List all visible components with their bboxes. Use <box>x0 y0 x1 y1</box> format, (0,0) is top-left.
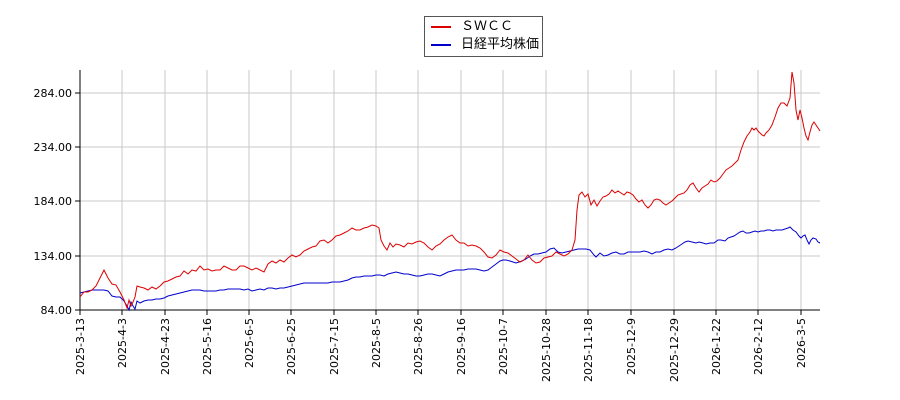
x-tick-label: 2026-1-22 <box>710 318 723 375</box>
series-line <box>79 71 821 310</box>
x-tick-label: 2025-10-7 <box>497 318 510 375</box>
x-tick-label: 2025-12-29 <box>668 318 681 382</box>
legend-label: 日経平均株価 <box>461 37 540 52</box>
y-tick-label: 234.00 <box>34 141 73 154</box>
legend-swatch-blue <box>431 43 451 46</box>
data-series <box>79 71 821 312</box>
axes <box>79 70 820 311</box>
x-tick-label: 2025-7-15 <box>328 318 341 375</box>
x-tick-label: 2025-3-13 <box>74 318 87 375</box>
legend-item-swcc: ＳＷＣＣ <box>431 18 513 36</box>
x-tick-label: 2025-8-26 <box>412 318 425 375</box>
x-tick-label: 2025-12-9 <box>625 318 638 375</box>
x-tick-label: 2025-4-3 <box>116 318 129 368</box>
y-tick-label: 84.00 <box>41 304 73 317</box>
x-tick-label: 2025-8-5 <box>370 318 383 368</box>
x-tick-label: 2025-6-5 <box>243 318 256 368</box>
chart-legend: ＳＷＣＣ 日経平均株価 <box>424 16 543 57</box>
grid-lines <box>79 70 820 311</box>
x-tick-label: 2025-9-16 <box>455 318 468 375</box>
x-tick-label: 2025-6-25 <box>285 318 298 375</box>
x-tick-label: 2025-11-18 <box>582 318 595 382</box>
legend-swatch-red <box>431 25 451 28</box>
x-axis-ticks: 2025-3-13 2025-4-3 2025-4-23 2025-5-16 2025-… <box>74 310 808 382</box>
y-axis-ticks: 84.00 134.00 184.00 234.00 284.00 <box>34 87 80 317</box>
y-tick-label: 284.00 <box>34 87 73 100</box>
y-tick-label: 134.00 <box>34 250 73 263</box>
legend-label: ＳＷＣＣ <box>461 19 514 34</box>
y-tick-label: 184.00 <box>34 195 73 208</box>
x-tick-label: 2025-4-23 <box>159 318 172 375</box>
legend-item-nikkei: 日経平均株価 <box>431 36 539 54</box>
x-tick-label: 2026-2-12 <box>752 318 765 375</box>
x-tick-label: 2025-10-28 <box>540 318 553 382</box>
x-tick-label: 2025-5-16 <box>201 318 214 375</box>
series-line <box>79 226 821 312</box>
x-tick-label: 2026-3-5 <box>795 318 808 368</box>
